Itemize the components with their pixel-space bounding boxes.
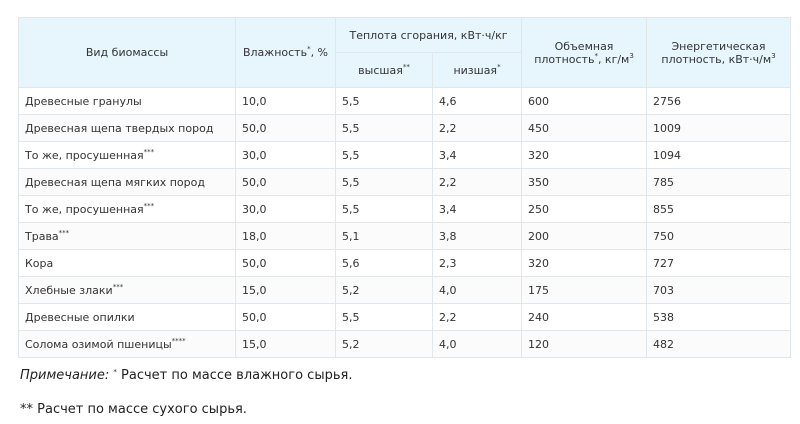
cell-biomass-type: Древесные опилки [18,303,236,331]
cell-energy-density: 538 [646,303,792,331]
cell-heat-low: 2,2 [431,303,523,331]
cell-moisture: 15,0 [235,276,336,304]
cell-biomass-type: То же, просушенная*** [18,195,236,223]
cell-energy-density: 703 [646,276,792,304]
cell-moisture: 15,0 [235,330,336,358]
cell-biomass-type: Древесные гранулы [18,87,236,115]
table-row: Трава*** 18,0 5,1 3,8 200 750 [18,222,792,250]
header-moisture: Влажность*, % [235,17,336,88]
cell-heat-high: 5,6 [335,249,433,277]
table-row: Древесная щепа мягких пород 50,0 5,5 2,2 350… [18,168,792,196]
cell-biomass-type: Кора [18,249,236,277]
cell-energy-density: 1009 [646,114,792,142]
cell-moisture: 50,0 [235,249,336,277]
cell-heat-high: 5,5 [335,141,433,169]
table-row: Хлебные злаки*** 15,0 5,2 4,0 175 703 [18,276,792,304]
header-heat-high: высшая** [335,52,433,88]
header-biomass-type: Вид биомассы [18,17,236,88]
cell-volume-density: 600 [521,87,648,115]
cell-volume-density: 120 [521,330,648,358]
cell-heat-low: 3,8 [431,222,523,250]
cell-biomass-type: Древесная щепа мягких пород [18,168,236,196]
cell-heat-high: 5,2 [335,276,433,304]
cell-volume-density: 250 [521,195,648,223]
cell-energy-density: 855 [646,195,792,223]
cell-biomass-type: Трава*** [18,222,236,250]
cell-moisture: 10,0 [235,87,336,115]
note-dry: ** Расчет по массе сухого сырья. [20,402,247,417]
cell-heat-high: 5,5 [335,168,433,196]
cell-moisture: 18,0 [235,222,336,250]
cell-biomass-type: Древесная щепа твердых пород [18,114,236,142]
cell-heat-low: 2,3 [431,249,523,277]
cell-biomass-type: Хлебные злаки*** [18,276,236,304]
header-heat-of-combustion: Теплота сгорания, кВт·ч/кг [334,17,523,53]
table-row: То же, просушенная*** 30,0 5,5 3,4 320 1094 [18,141,792,169]
cell-volume-density: 240 [521,303,648,331]
table-row: Солома озимой пшеницы**** 15,0 5,2 4,0 120 48… [18,330,792,358]
cell-moisture: 30,0 [235,195,336,223]
header-volume-density: Объемная плотность*, кг/м3 [521,17,648,88]
cell-heat-low: 4,0 [431,276,523,304]
cell-volume-density: 175 [521,276,648,304]
cell-heat-low: 2,2 [431,168,523,196]
table-row: Древесные гранулы 10,0 5,5 4,6 600 2756 [18,87,792,115]
cell-moisture: 50,0 [235,114,336,142]
cell-volume-density: 450 [521,114,648,142]
cell-volume-density: 320 [521,141,648,169]
cell-moisture: 50,0 [235,303,336,331]
table-row: Древесные опилки 50,0 5,5 2,2 240 538 [18,303,792,331]
cell-volume-density: 320 [521,249,648,277]
cell-biomass-type: То же, просушенная*** [18,141,236,169]
cell-energy-density: 785 [646,168,792,196]
cell-energy-density: 727 [646,249,792,277]
table-body: Древесные гранулы 10,0 5,5 4,6 600 2756 Древес… [18,87,792,358]
cell-energy-density: 2756 [646,87,792,115]
cell-heat-high: 5,5 [335,114,433,142]
cell-heat-high: 5,2 [335,330,433,358]
cell-heat-low: 3,4 [431,195,523,223]
cell-heat-high: 5,1 [335,222,433,250]
cell-energy-density: 1094 [646,141,792,169]
table-row: Древесная щепа твердых пород 50,0 5,5 2,2 45… [18,114,792,142]
header-energy-density: Энергетическая плотность, кВт·ч/м3 [646,17,792,88]
cell-heat-high: 5,5 [335,303,433,331]
cell-heat-low: 3,4 [431,141,523,169]
cell-heat-high: 5,5 [335,195,433,223]
biomass-table: Вид биомассы Влажность*, % Теплота сгора… [18,17,792,358]
cell-volume-density: 200 [521,222,648,250]
cell-biomass-type: Солома озимой пшеницы**** [18,330,236,358]
table-row: То же, просушенная*** 30,0 5,5 3,4 250 855 [18,195,792,223]
cell-volume-density: 350 [521,168,648,196]
cell-heat-low: 2,2 [431,114,523,142]
cell-moisture: 30,0 [235,141,336,169]
header-heat-low: низшая* [431,52,523,88]
cell-moisture: 50,0 [235,168,336,196]
cell-heat-high: 5,5 [335,87,433,115]
cell-heat-low: 4,0 [431,330,523,358]
cell-heat-low: 4,6 [431,87,523,115]
cell-energy-density: 482 [646,330,792,358]
table-row: Кора 50,0 5,6 2,3 320 727 [18,249,792,277]
cell-energy-density: 750 [646,222,792,250]
note-moist: Примечание: * Расчет по массе влажного с… [20,368,353,383]
